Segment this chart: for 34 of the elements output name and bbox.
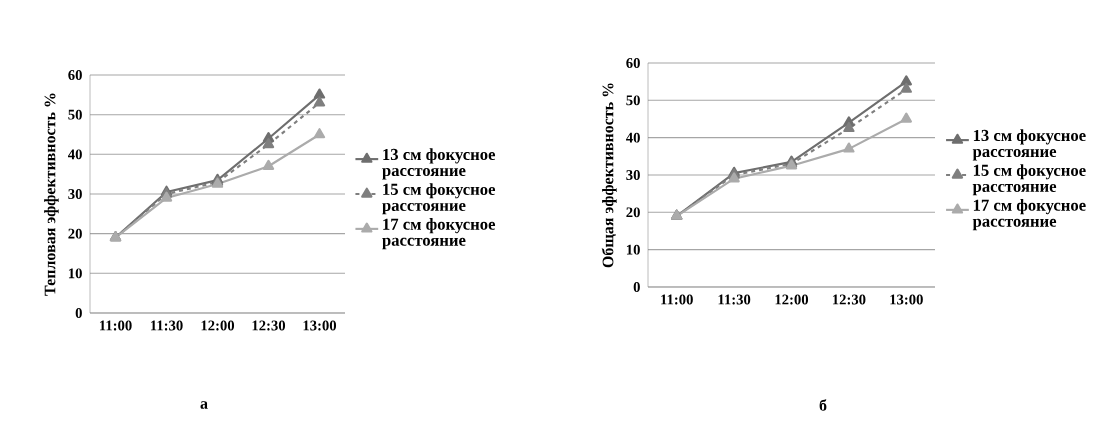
legend-label: 13 см фокусное расстояние: [972, 129, 1086, 161]
legend-label: 17 см фокусное расстояние: [972, 199, 1086, 231]
legend-label: 17 см фокусное расстояние: [382, 218, 496, 250]
y-tick-label: 10: [68, 268, 82, 279]
y-tick-label: 30: [68, 189, 82, 199]
legend-label: 15 см фокусное расстояние: [382, 183, 496, 215]
y-tick-label: 20: [68, 228, 82, 239]
y-tick-label: 60: [68, 70, 82, 80]
x-tick-label: 12:30: [252, 320, 286, 331]
y-axis-title: Тепловая эффективность %: [44, 93, 59, 296]
x-tick-label: 11:00: [99, 320, 132, 331]
x-tick-label: 13:00: [303, 320, 337, 331]
x-tick-label: 13:00: [890, 294, 923, 305]
x-tick-label: 11:30: [150, 320, 183, 331]
y-tick-label: 20: [626, 207, 640, 218]
x-tick-label: 11:00: [661, 294, 693, 305]
x-tick-label: 12:30: [832, 294, 866, 305]
x-tick-label: 12:00: [775, 294, 809, 305]
y-tick-label: 30: [626, 170, 640, 180]
y-tick-label: 0: [75, 308, 82, 318]
x-tick-label: 12:00: [201, 320, 235, 331]
y-tick-label: 10: [626, 244, 640, 255]
y-axis-title: Общая эффективность %: [601, 83, 617, 268]
text: б: [819, 399, 827, 411]
legend-label: 13 см фокусное расстояние: [382, 148, 496, 180]
y-tick-label: 60: [626, 58, 640, 68]
y-tick-label: 40: [625, 132, 640, 143]
y-tick-label: 50: [626, 95, 640, 106]
y-tick-label: 50: [68, 109, 82, 120]
y-tick-label: 40: [68, 149, 82, 160]
x-tick-label: 11:30: [718, 294, 751, 305]
text: а: [200, 401, 208, 409]
y-tick-label: 0: [633, 282, 640, 292]
legend-label: 15 см фокусное расстояние: [972, 164, 1086, 196]
